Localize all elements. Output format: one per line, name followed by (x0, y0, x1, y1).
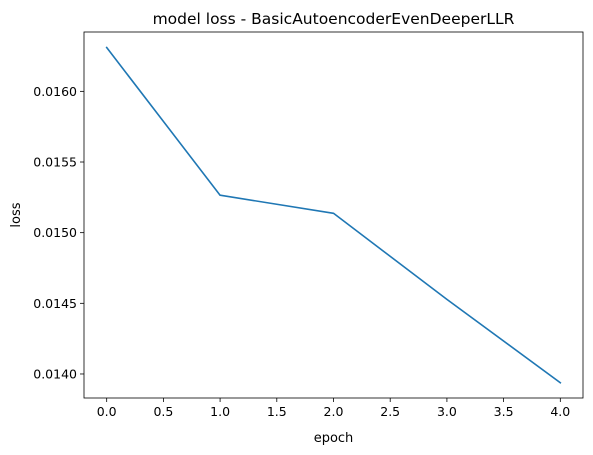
x-tick-label: 2.0 (324, 404, 344, 419)
x-tick-label: 4.0 (550, 404, 570, 419)
x-axis-label: epoch (314, 431, 354, 446)
x-tick-label: 0.5 (153, 404, 173, 419)
x-tick-label: 1.0 (210, 404, 230, 419)
chart-title: model loss - BasicAutoencoderEvenDeeperL… (153, 10, 515, 28)
y-tick-label: 0.0150 (33, 225, 77, 240)
y-tick-label: 0.0160 (33, 84, 77, 99)
x-tick-label: 3.5 (494, 404, 514, 419)
x-tick-label: 1.5 (267, 404, 287, 419)
series-layer (105, 46, 562, 384)
x-tick-label: 0.0 (97, 404, 117, 419)
loss-series-line (105, 46, 562, 384)
x-axis-ticks: 0.0 0.5 1.0 1.5 2.0 2.5 3.0 3.5 4.0 (97, 398, 570, 419)
y-tick-label: 0.0140 (33, 366, 77, 381)
y-tick-label: 0.0145 (33, 296, 77, 311)
y-axis-label: loss (9, 202, 24, 227)
x-tick-label: 3.0 (437, 404, 457, 419)
y-axis-ticks: 0.0140 0.0145 0.0150 0.0155 0.0160 (33, 84, 84, 381)
y-tick-label: 0.0155 (33, 155, 77, 170)
x-tick-label: 2.5 (380, 404, 400, 419)
